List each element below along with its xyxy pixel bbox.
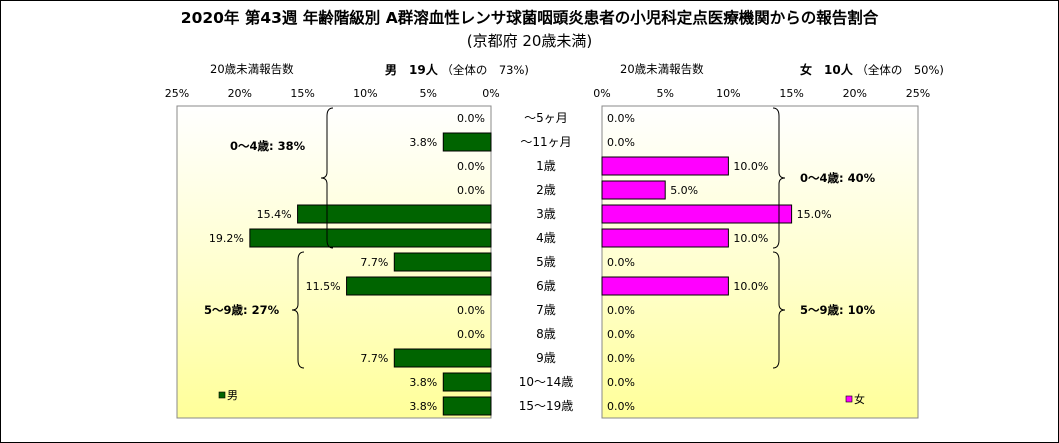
male-bar [442, 372, 492, 392]
male-data-label: 3.8% [409, 136, 437, 149]
female-data-label: 0.0% [607, 376, 635, 389]
age-category-label: 6歳 [536, 279, 556, 293]
female-sex-count: 女 10人 [800, 63, 853, 77]
female-bar [601, 204, 793, 224]
female-data-label: 10.0% [733, 232, 768, 245]
male-count-label: 20歳未満報告数 [210, 62, 294, 76]
female-group-label: 5～9歳: 10% [800, 303, 876, 317]
male-data-label: 0.0% [457, 328, 485, 341]
female-data-label: 0.0% [607, 112, 635, 125]
male-bar [346, 276, 492, 296]
male-data-label: 19.2% [209, 232, 244, 245]
female-data-label: 10.0% [733, 160, 768, 173]
female-data-label: 0.0% [607, 304, 635, 317]
male-data-label: 0.0% [457, 184, 485, 197]
male-bar [393, 252, 492, 272]
male-bar [393, 348, 492, 368]
female-x-tick-label: 25% [906, 87, 930, 100]
male-x-tick-label: 5% [419, 87, 436, 100]
female-count-label: 20歳未満報告数 [620, 62, 704, 76]
chart-subtitle: (京都府 20歳未満) [466, 32, 593, 50]
female-group-brace [772, 251, 786, 369]
age-category-label: 5歳 [536, 255, 556, 269]
male-sex-count: 男 19人 [385, 63, 438, 77]
male-data-label: 15.4% [257, 208, 292, 221]
chart-title: 2020年 第43週 年齢階級別 A群溶血性レンサ球菌咽頭炎患者の小児科定点医療… [180, 9, 879, 27]
male-group-label: 0～4歳: 38% [230, 139, 306, 153]
male-data-label: 7.7% [360, 352, 388, 365]
female-data-label: 0.0% [607, 136, 635, 149]
female-data-label: 5.0% [670, 184, 698, 197]
male-data-label: 11.5% [306, 280, 341, 293]
male-share: （全体の 73%) [441, 63, 529, 77]
female-data-label: 0.0% [607, 256, 635, 269]
male-x-tick-label: 0% [482, 87, 499, 100]
age-category-label: 7歳 [536, 303, 556, 317]
male-bar [249, 228, 492, 248]
female-data-label: 10.0% [733, 280, 768, 293]
male-legend-label: 男 [227, 389, 238, 402]
age-category-label: 4歳 [536, 231, 556, 245]
age-category-label: ～5ヶ月 [524, 111, 568, 125]
female-bar [601, 156, 729, 176]
male-legend-swatch [218, 391, 226, 399]
male-group-brace [291, 251, 305, 369]
female-x-tick-label: 20% [843, 87, 867, 100]
age-category-label: 3歳 [536, 207, 556, 221]
age-category-label: 9歳 [536, 351, 556, 365]
female-x-tick-label: 0% [593, 87, 610, 100]
age-category-label: 15～19歳 [519, 399, 574, 413]
age-category-label: 8歳 [536, 327, 556, 341]
age-category-label: 10～14歳 [519, 375, 574, 389]
male-data-label: 0.0% [457, 160, 485, 173]
female-data-label: 0.0% [607, 328, 635, 341]
female-share: （全体の 50%) [856, 63, 944, 77]
age-category-label: ～11ヶ月 [520, 135, 571, 149]
female-data-label: 0.0% [607, 352, 635, 365]
male-bar [297, 204, 492, 224]
male-group-brace [320, 107, 334, 249]
male-x-tick-label: 10% [353, 87, 377, 100]
male-data-label: 0.0% [457, 304, 485, 317]
male-data-label: 0.0% [457, 112, 485, 125]
male-x-tick-label: 25% [165, 87, 189, 100]
female-data-label: 15.0% [797, 208, 832, 221]
male-data-label: 7.7% [360, 256, 388, 269]
female-group-brace [772, 107, 786, 249]
male-header-summary: 男 19人 （全体の 73%) [385, 61, 529, 78]
male-x-tick-label: 20% [228, 87, 252, 100]
female-x-tick-label: 15% [779, 87, 803, 100]
female-bar [601, 276, 729, 296]
female-header-summary: 女 10人 （全体の 50%) [800, 61, 944, 78]
age-category-label: 1歳 [536, 159, 556, 173]
female-data-label: 0.0% [607, 400, 635, 413]
female-x-tick-label: 5% [656, 87, 673, 100]
male-x-tick-label: 15% [290, 87, 314, 100]
female-x-tick-label: 10% [716, 87, 740, 100]
age-category-label: 2歳 [536, 183, 556, 197]
female-bar [601, 228, 729, 248]
male-group-label: 5～9歳: 27% [204, 303, 280, 317]
female-legend-label: 女 [854, 392, 865, 406]
female-legend-swatch [845, 395, 853, 403]
male-data-label: 3.8% [409, 400, 437, 413]
female-bar [601, 180, 666, 200]
male-bar [442, 396, 492, 416]
male-data-label: 3.8% [409, 376, 437, 389]
male-bar [442, 132, 492, 152]
female-plot-area [601, 105, 919, 419]
female-group-label: 0～4歳: 40% [800, 171, 876, 185]
